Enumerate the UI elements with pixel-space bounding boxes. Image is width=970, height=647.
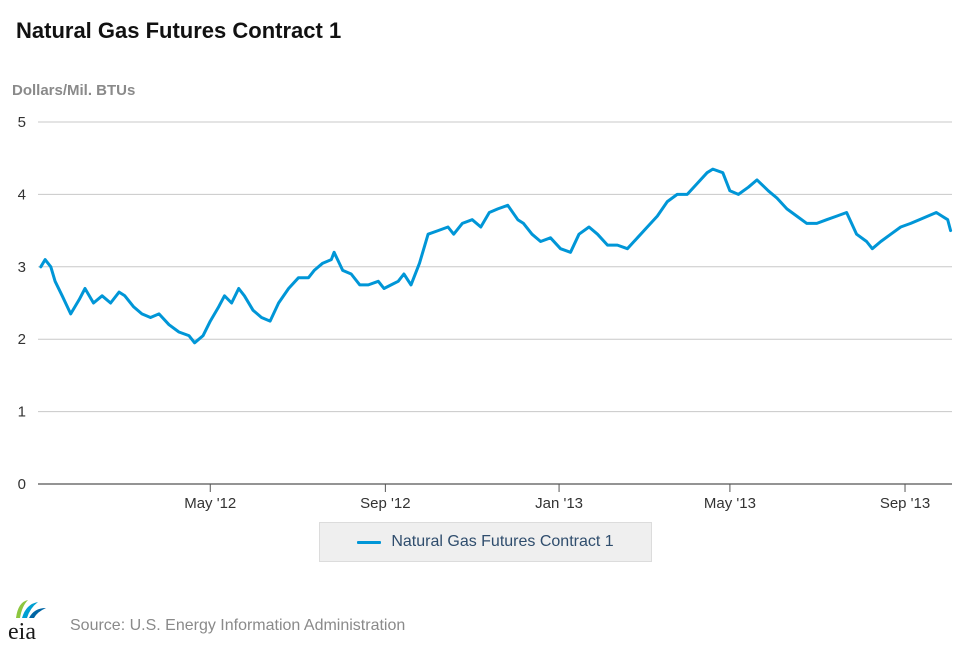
chart-legend[interactable]: Natural Gas Futures Contract 1 <box>319 522 652 562</box>
legend-label: Natural Gas Futures Contract 1 <box>391 533 614 550</box>
x-tick-label: May '13 <box>704 495 756 512</box>
y-tick-label: 2 <box>18 331 26 348</box>
series-line-0 <box>39 167 953 345</box>
logo-leaf-navy <box>29 608 46 618</box>
chart-title: Natural Gas Futures Contract 1 <box>16 18 342 43</box>
y-tick-label: 1 <box>18 404 26 421</box>
y-tick-label: 0 <box>18 476 26 493</box>
y-tick-label: 3 <box>18 259 26 276</box>
logo-leaf-green <box>16 600 28 618</box>
eia-logo: eia <box>8 600 46 642</box>
x-tick-label: Jan '13 <box>535 495 583 512</box>
logo-leaf-blue <box>22 602 38 618</box>
source-note: Source: U.S. Energy Information Administ… <box>70 617 406 634</box>
x-tick-label: May '12 <box>184 495 236 512</box>
legend-line-swatch <box>357 540 382 544</box>
x-tick-label: Sep '12 <box>360 495 410 512</box>
y-tick-label: 4 <box>18 186 26 203</box>
y-tick-label: 5 <box>18 114 26 131</box>
logo-text: eia <box>8 619 36 642</box>
y-axis-label: Dollars/Mil. BTUs <box>12 82 136 99</box>
x-tick-label: Sep '13 <box>880 495 930 512</box>
line-chart: 0 1 2 3 4 5 May '12 Sep '12 Jan '13 May '13 Sep '1… <box>18 114 953 512</box>
